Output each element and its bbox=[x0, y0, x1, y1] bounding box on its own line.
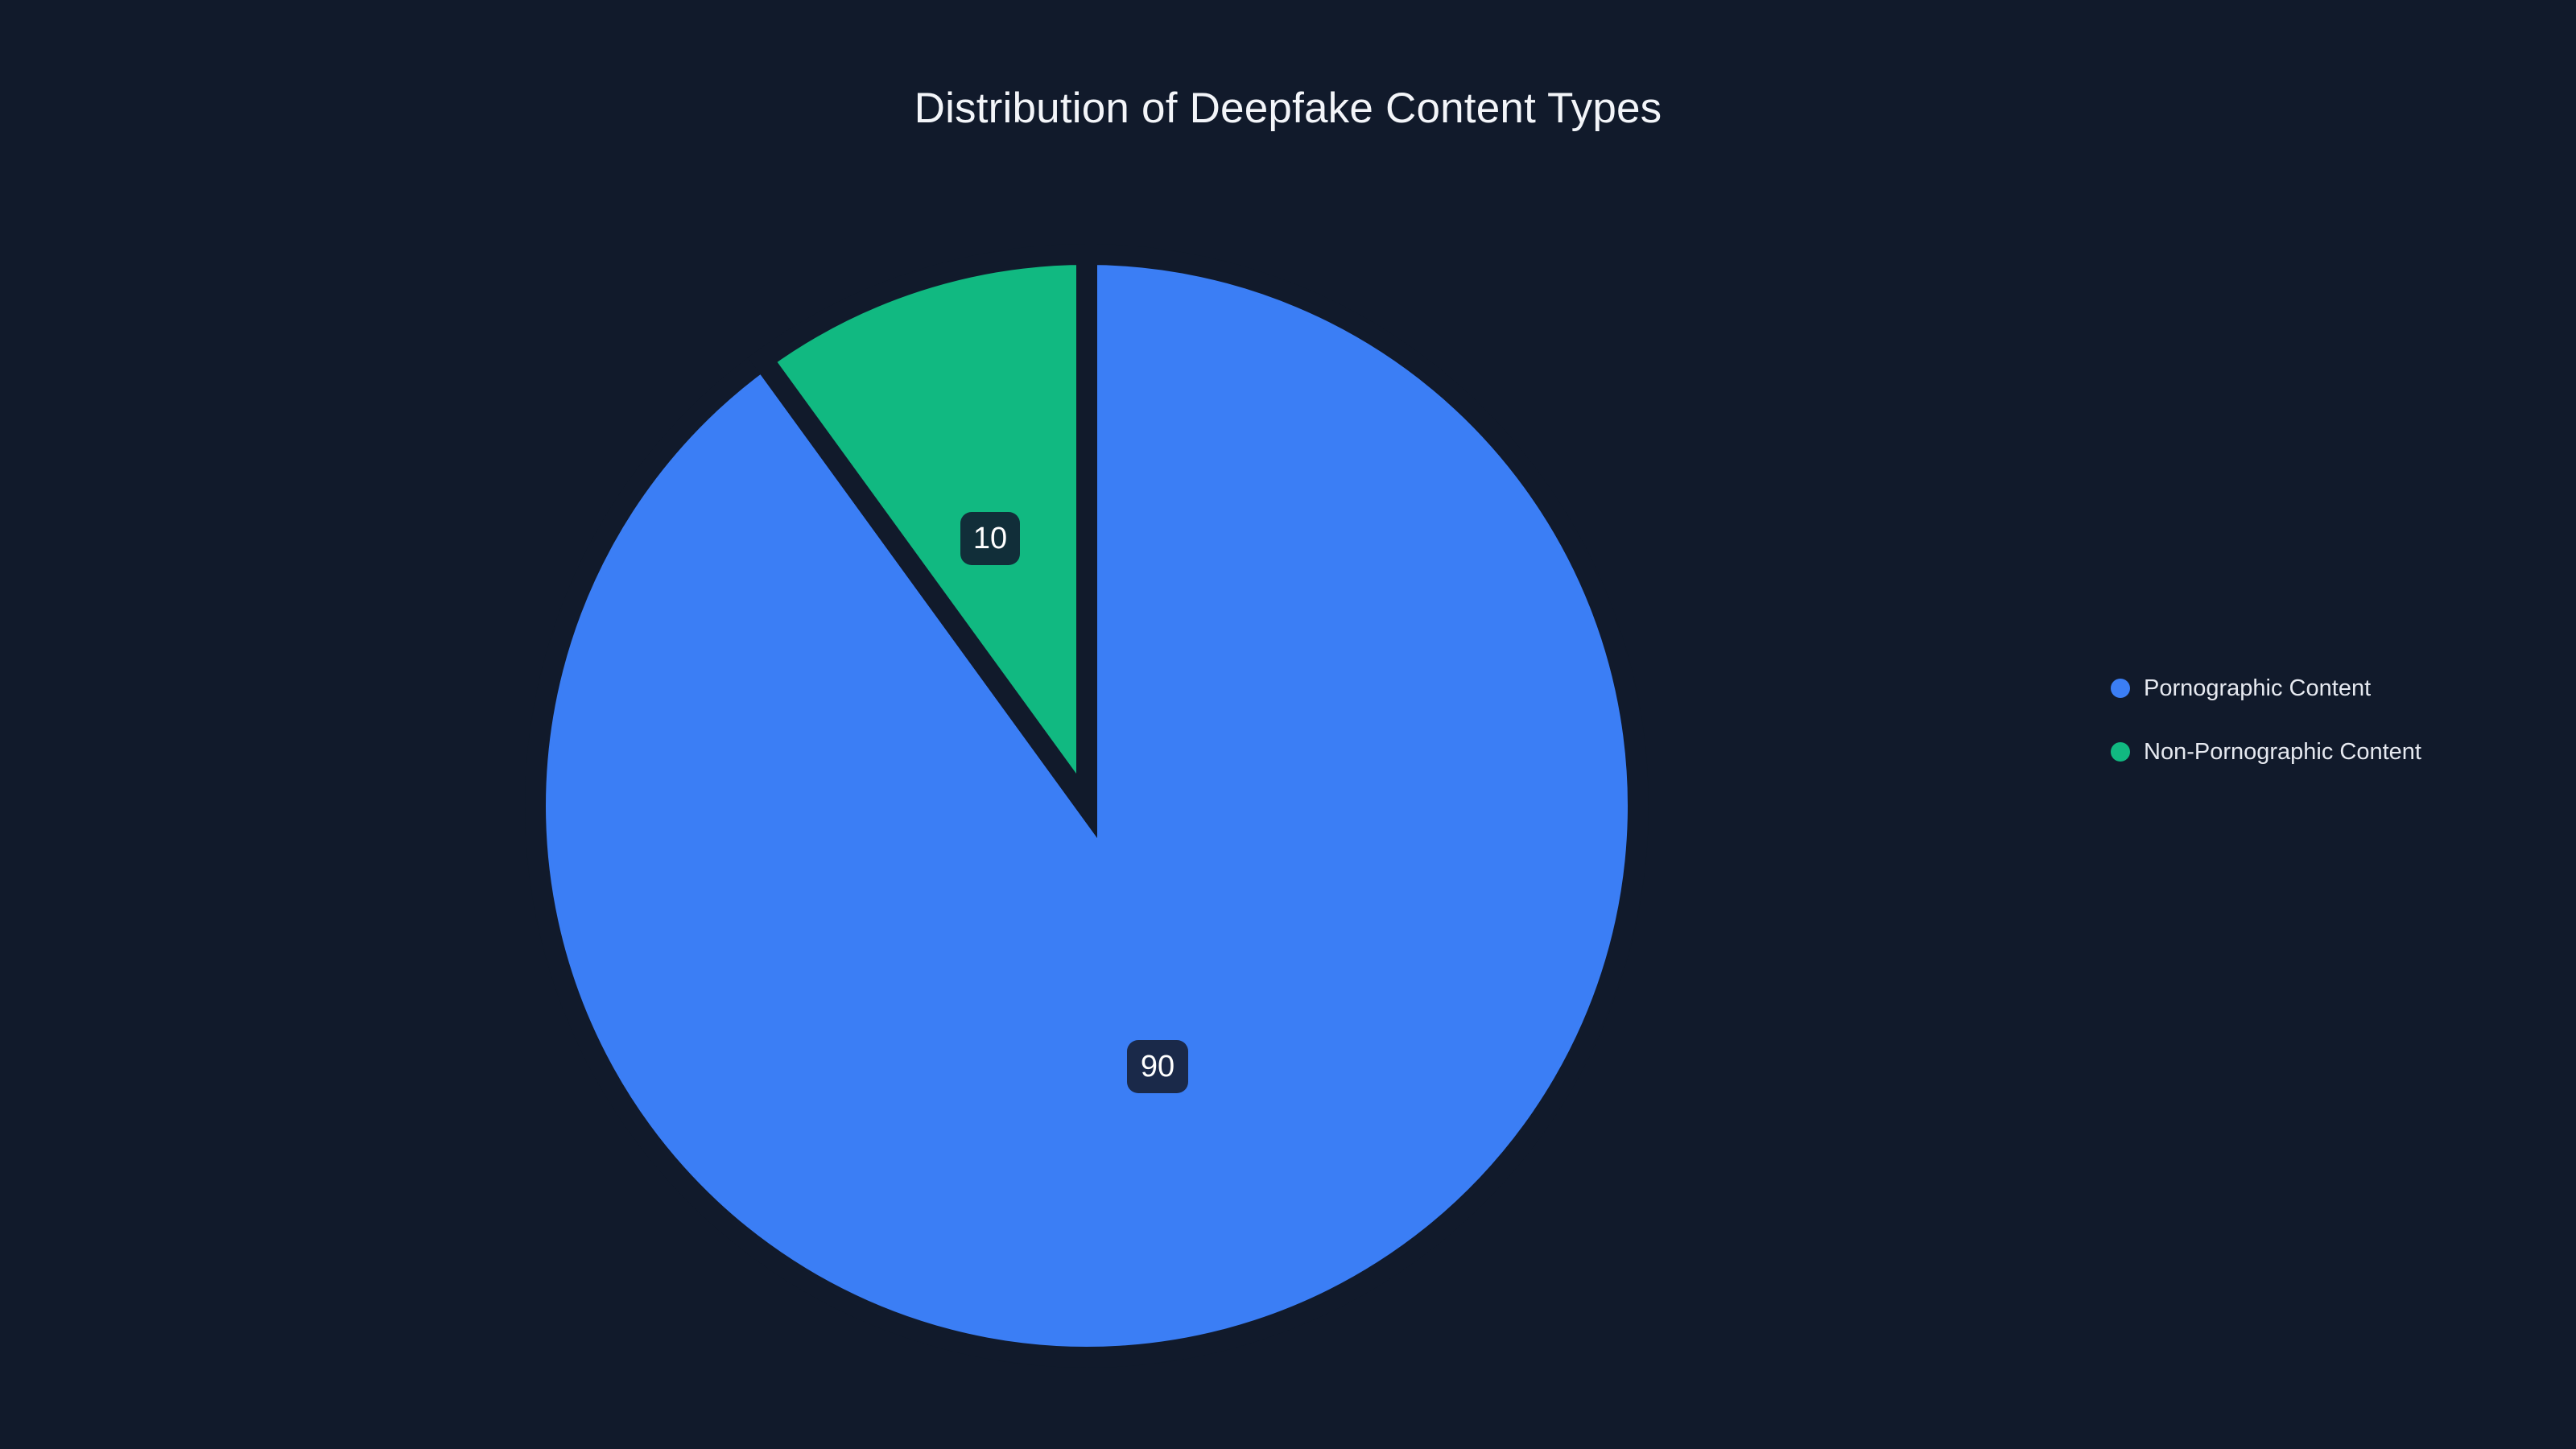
legend-item-label: Pornographic Content bbox=[2144, 675, 2372, 701]
legend-item-label: Non-Pornographic Content bbox=[2144, 738, 2421, 765]
circle-marker-icon bbox=[2111, 679, 2130, 698]
legend-item-pornographic-content[interactable]: Pornographic Content bbox=[2111, 676, 2421, 700]
data-label-non-pornographic-content: 10 bbox=[960, 512, 1020, 565]
legend: Pornographic Content Non-Pornographic Co… bbox=[2111, 676, 2421, 764]
pie-slice-non-pornographic-content[interactable] bbox=[748, 243, 1097, 839]
data-label-pornographic-content: 90 bbox=[1127, 1040, 1188, 1093]
page-title: Distribution of Deepfake Content Types bbox=[914, 85, 1662, 132]
legend-item-non-pornographic-content[interactable]: Non-Pornographic Content bbox=[2111, 740, 2421, 764]
circle-marker-icon bbox=[2111, 742, 2130, 762]
